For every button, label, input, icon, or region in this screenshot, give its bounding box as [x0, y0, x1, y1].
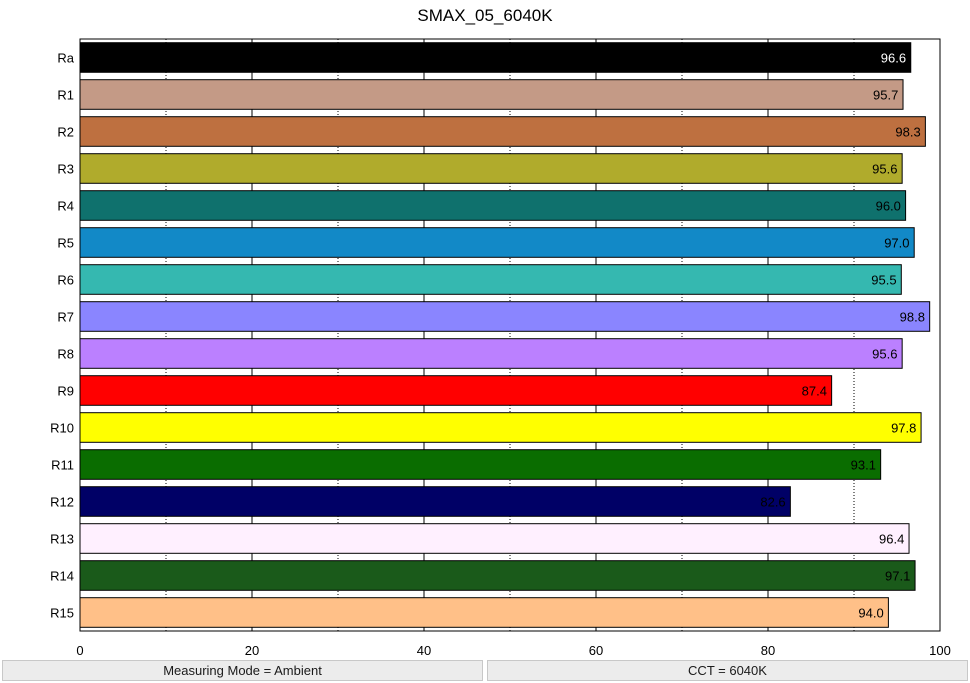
category-label: R6 [57, 273, 74, 288]
plot-area [79, 38, 941, 632]
category-label: R14 [50, 569, 74, 584]
x-tick-label: 0 [76, 643, 83, 658]
bar-r14 [79, 560, 916, 591]
bar-r9 [79, 375, 833, 406]
value-labels: 96.6 95.7 98.3 95.6 96.0 97.0 95.5 98.8 95.6 87.4… [760, 51, 925, 621]
bar-r5 [79, 227, 915, 258]
value-label: 98.8 [900, 310, 925, 325]
category-label: Ra [57, 51, 74, 66]
value-label: 94.0 [858, 606, 883, 621]
bar-ra [79, 42, 912, 73]
bar-r4 [79, 190, 907, 221]
value-label: 96.6 [881, 51, 906, 66]
bar-chart: Ra R1 R2 R3 R4 R5 R6 R7 R8 R9 R10 R11 R12 R13 R14 R15 9… [50, 38, 951, 658]
x-tick-label: 40 [417, 643, 431, 658]
value-label: 95.6 [872, 162, 897, 177]
bar-r1 [79, 79, 904, 110]
chart-title: SMAX_05_6040K [417, 6, 553, 25]
category-label: R9 [57, 384, 74, 399]
category-label: R15 [50, 606, 74, 621]
bar-r10 [79, 412, 922, 443]
bar-r2 [79, 116, 926, 147]
bar-r12 [79, 486, 791, 517]
value-label: 93.1 [851, 458, 876, 473]
x-tick-label: 100 [929, 643, 951, 658]
value-label: 96.4 [879, 532, 904, 547]
value-label: 97.1 [885, 569, 910, 584]
category-label: R13 [50, 532, 74, 547]
category-label: R5 [57, 236, 74, 251]
bar-r7 [79, 301, 931, 332]
bar-r3 [79, 153, 903, 184]
category-label: R12 [50, 495, 74, 510]
category-label: R4 [57, 199, 74, 214]
bar-r15 [79, 597, 889, 628]
value-label: 82.6 [760, 495, 785, 510]
category-labels: Ra R1 R2 R3 R4 R5 R6 R7 R8 R9 R10 R11 R12 R13 R14 R15 [50, 51, 75, 621]
value-label: 95.6 [872, 347, 897, 362]
x-tick-labels: 0 20 40 60 80 100 [76, 643, 950, 658]
value-label: 95.5 [871, 273, 896, 288]
x-tick-label: 60 [589, 643, 603, 658]
bar-r11 [79, 449, 882, 480]
value-label: 98.3 [895, 125, 920, 140]
category-label: R2 [57, 125, 74, 140]
category-label: R10 [50, 421, 74, 436]
bar-r13 [79, 523, 910, 554]
value-label: 87.4 [802, 384, 827, 399]
value-label: 96.0 [876, 199, 901, 214]
x-tick-label: 20 [245, 643, 259, 658]
bar-r8 [79, 338, 903, 369]
value-label: 97.0 [884, 236, 909, 251]
x-tick-label: 80 [761, 643, 775, 658]
cct-status: CCT = 6040K [487, 660, 968, 681]
measuring-mode-status: Measuring Mode = Ambient [2, 660, 483, 681]
category-label: R3 [57, 162, 74, 177]
value-label: 95.7 [873, 88, 898, 103]
bar-r6 [79, 264, 902, 295]
category-label: R8 [57, 347, 74, 362]
value-label: 97.8 [891, 421, 916, 436]
category-label: R7 [57, 310, 74, 325]
category-label: R11 [51, 458, 74, 473]
category-label: R1 [57, 88, 74, 103]
bars [79, 42, 931, 628]
